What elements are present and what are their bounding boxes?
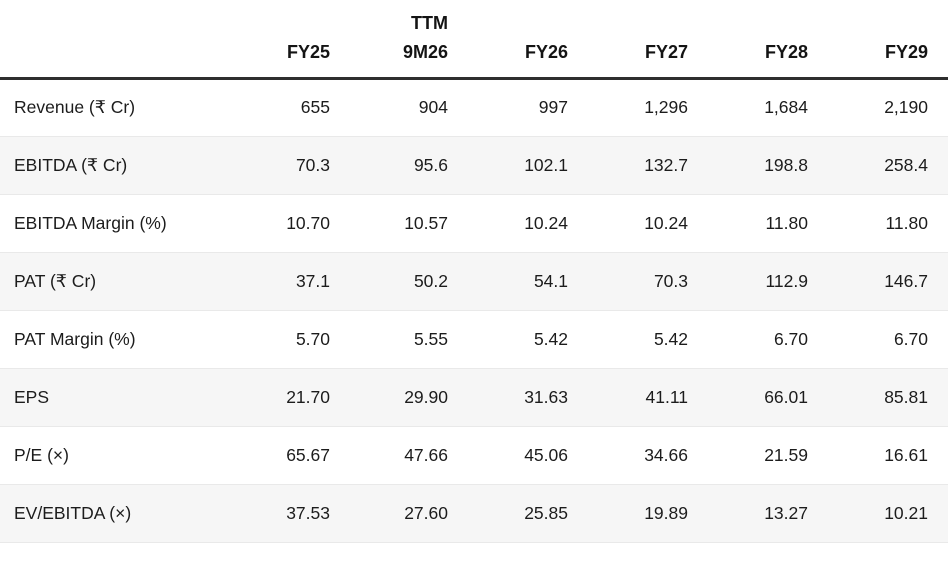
cell-value: 11.80: [765, 212, 809, 233]
table-row-revenue: Revenue (₹ Cr) 655 904 997 1,296 1,684 2…: [0, 78, 948, 136]
cell-value: 19.89: [644, 502, 688, 523]
cell-value: 10.21: [884, 502, 928, 523]
row-label: EV/EBITDA (×): [14, 502, 132, 523]
cell-value: 1,684: [764, 97, 808, 117]
table-row-pat: PAT (₹ Cr) 37.1 50.2 54.1 70.3 112.9 146…: [0, 252, 948, 310]
column-header-fy27: FY27: [568, 0, 688, 78]
cell-value: 70.3: [295, 154, 330, 175]
row-label: EBITDA (₹ Cr): [14, 154, 128, 175]
table-row-pat-margin: PAT Margin (%) 5.70 5.55 5.42 5.42 6.70 …: [0, 310, 948, 368]
row-label: EPS: [14, 386, 50, 407]
cell-value: 997: [538, 97, 568, 117]
cell-value: 10.24: [524, 212, 568, 233]
cell-value: 5.42: [533, 328, 568, 349]
cell-value: 146.7: [884, 270, 928, 291]
column-header-fy29: FY29: [808, 0, 948, 78]
column-header-line2: FY29: [884, 41, 928, 62]
column-header-line2: FY27: [644, 41, 688, 62]
header-row: FY25 TTM 9M26 FY26 FY27 FY28 FY29: [0, 0, 948, 78]
table-row-eps: EPS 21.70 29.90 31.63 41.11 66.01 85.81: [0, 368, 948, 426]
column-header-fy26: FY26: [448, 0, 568, 78]
cell-value: 37.1: [295, 270, 330, 291]
table-row-pe: P/E (×) 65.67 47.66 45.06 34.66 21.59 16…: [0, 426, 948, 484]
cell-value: 27.60: [404, 502, 448, 523]
column-header-line2: FY28: [764, 41, 808, 62]
cell-value: 41.11: [645, 386, 689, 407]
cell-value: 6.70: [893, 328, 928, 349]
cell-value: 655: [300, 97, 330, 117]
row-label: Revenue (₹ Cr): [14, 97, 136, 117]
cell-value: 13.27: [764, 502, 808, 523]
cell-value: 904: [418, 97, 448, 117]
cell-value: 50.2: [413, 270, 448, 291]
cell-value: 31.63: [524, 386, 568, 407]
financials-forecast-table: FY25 TTM 9M26 FY26 FY27 FY28 FY29: [0, 0, 948, 542]
cell-value: 10.70: [286, 212, 330, 233]
metric-column-header: [0, 0, 210, 78]
column-header-line2: 9M26: [402, 41, 448, 62]
cell-value: 66.01: [764, 386, 808, 407]
cell-value: 34.66: [644, 444, 688, 465]
table-row-ebitda-margin: EBITDA Margin (%) 10.70 10.57 10.24 10.2…: [0, 194, 948, 252]
column-header-fy28: FY28: [688, 0, 808, 78]
cell-value: 21.59: [764, 444, 808, 465]
cell-value: 258.4: [884, 154, 928, 175]
cell-value: 21.70: [286, 386, 330, 407]
cell-value: 1,296: [644, 97, 688, 117]
column-header-ttm-9m26: TTM 9M26: [330, 0, 448, 78]
cell-value: 10.57: [404, 212, 448, 233]
table-row-ev-ebitda: EV/EBITDA (×) 37.53 27.60 25.85 19.89 13…: [0, 484, 948, 542]
cell-value: 102.1: [524, 154, 568, 175]
cell-value: 16.61: [884, 444, 928, 465]
cell-value: 47.66: [404, 444, 448, 465]
cell-value: 29.90: [404, 386, 448, 407]
cell-value: 10.24: [644, 212, 688, 233]
cell-value: 65.67: [286, 444, 330, 465]
cell-value: 132.7: [644, 154, 688, 175]
cell-value: 85.81: [884, 386, 928, 407]
cell-value: 70.3: [653, 270, 688, 291]
row-label: PAT (₹ Cr): [14, 270, 97, 291]
column-header-line1: TTM: [411, 12, 448, 33]
column-header-line2: FY25: [286, 41, 330, 62]
column-header-fy25: FY25: [210, 0, 330, 78]
cell-value: 5.55: [413, 328, 448, 349]
row-label: EBITDA Margin (%): [14, 212, 167, 233]
row-label: PAT Margin (%): [14, 328, 136, 349]
cell-value: 5.42: [653, 328, 688, 349]
cell-value: 54.1: [533, 270, 568, 291]
row-label: P/E (×): [14, 444, 69, 465]
cell-value: 5.70: [295, 328, 330, 349]
cell-value: 198.8: [764, 154, 808, 175]
column-header-line2: FY26: [524, 41, 568, 62]
cell-value: 95.6: [413, 154, 448, 175]
cell-value: 37.53: [286, 502, 330, 523]
cell-value: 25.85: [524, 502, 568, 523]
cell-value: 45.06: [524, 444, 568, 465]
table-row-ebitda: EBITDA (₹ Cr) 70.3 95.6 102.1 132.7 198.…: [0, 136, 948, 194]
cell-value: 11.80: [885, 212, 929, 233]
cell-value: 112.9: [765, 270, 809, 291]
cell-value: 6.70: [773, 328, 808, 349]
cell-value: 2,190: [884, 97, 928, 117]
